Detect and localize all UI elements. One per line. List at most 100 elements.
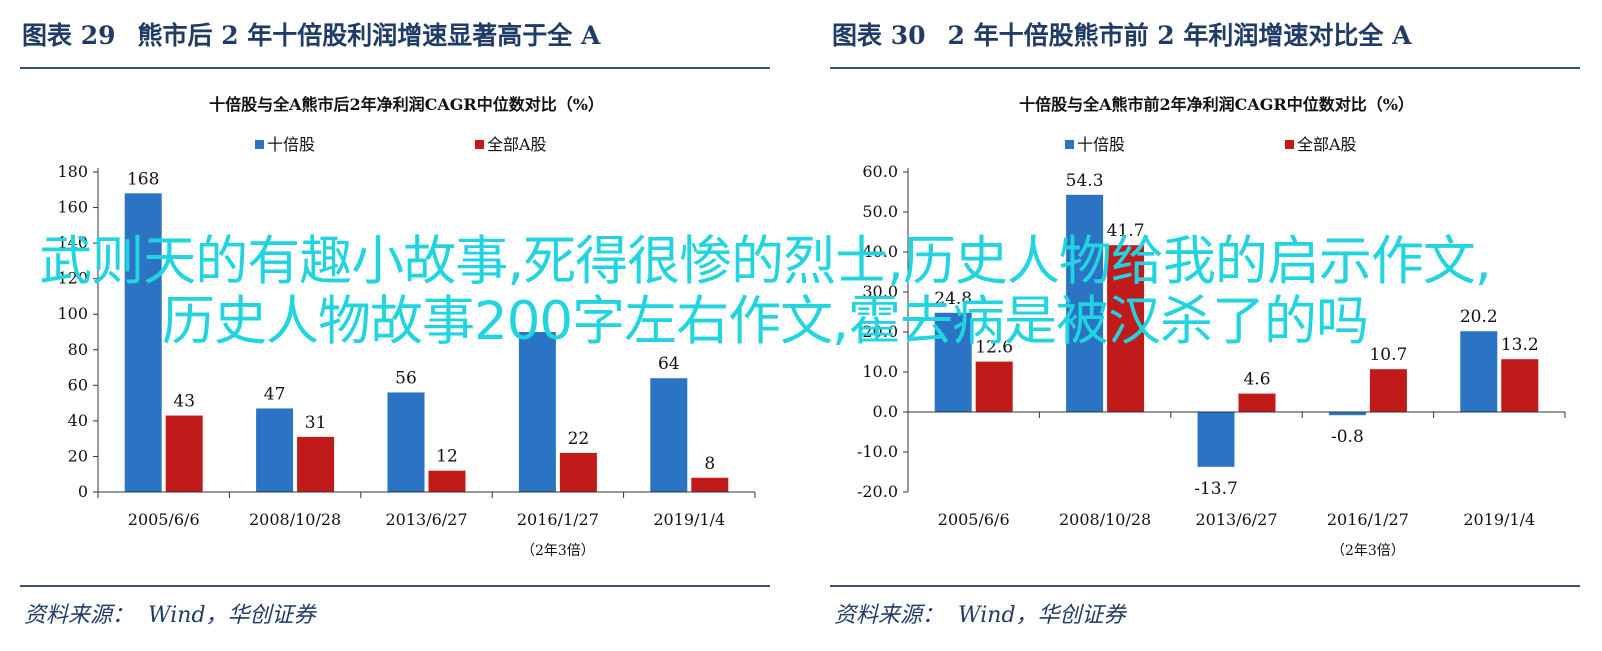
data-label: 41.7 xyxy=(1107,221,1145,241)
y-tick-label: 180 xyxy=(57,162,88,181)
data-label: 13.2 xyxy=(1501,335,1539,355)
source-label: 资料来源： xyxy=(834,603,945,628)
figure-title: 图表 30 2 年十倍股熊市前 2 年利润增速对比全 A xyxy=(832,16,1412,52)
data-label: 47 xyxy=(264,384,286,404)
legend-swatch-2 xyxy=(1285,140,1294,149)
y-tick-label: 0 xyxy=(78,482,88,501)
legend-label-1: 十倍股 xyxy=(1077,135,1125,154)
data-label: -0.8 xyxy=(1331,427,1364,447)
y-tick-label: 100 xyxy=(57,304,88,323)
x-tick-label: 2019/1/4 xyxy=(653,510,725,529)
y-tick-label: -20.0 xyxy=(857,482,898,501)
bar-chart-after-bear: 十倍股与全A熊市后2年净利润CAGR中位数对比（%） 十倍股 全部A股 0 20 40 60… xyxy=(57,95,756,559)
data-label: 22 xyxy=(568,429,590,449)
x-tick-label: 2005/6/6 xyxy=(128,510,200,529)
bar-all-a-5 xyxy=(691,477,729,492)
data-label: 20.2 xyxy=(1460,307,1498,327)
bar-tenbagger-4 xyxy=(518,332,556,492)
bar-tenbagger-2 xyxy=(1066,194,1104,412)
legend-swatch-2 xyxy=(475,140,484,149)
figure-caption: 熊市后 2 年十倍股利润增速显著高于全 A xyxy=(137,21,601,50)
bar-all-a-5 xyxy=(1501,359,1539,412)
data-label: 54.3 xyxy=(1066,171,1104,191)
x-note: （2年3倍） xyxy=(1331,543,1405,559)
bar-all-a-2 xyxy=(1107,245,1145,412)
top-rule xyxy=(830,67,1580,69)
figure-number: 图表 29 xyxy=(22,21,116,50)
y-tick-label: 40 xyxy=(68,411,88,430)
y-tick-label: 10.0 xyxy=(862,362,898,381)
figure-title: 图表 29 熊市后 2 年十倍股利润增速显著高于全 A xyxy=(22,16,600,52)
bar-all-a-1 xyxy=(975,361,1013,412)
data-label: 24.8 xyxy=(934,289,972,309)
bar-all-a-3 xyxy=(428,470,466,492)
source-value: Wind，华创证券 xyxy=(148,603,316,628)
figure-number: 图表 30 xyxy=(832,21,926,50)
data-label: 4.6 xyxy=(1243,370,1270,390)
x-tick-label: 2016/1/27 xyxy=(1327,510,1409,529)
data-label: 12.6 xyxy=(975,338,1013,358)
data-label: 56 xyxy=(395,368,417,388)
data-label: 12 xyxy=(436,447,458,467)
legend-label-2: 全部A股 xyxy=(1297,135,1357,154)
y-tick-label: 120 xyxy=(57,269,88,288)
bar-tenbagger-5 xyxy=(1460,331,1498,412)
bar-tenbagger-3 xyxy=(1197,412,1235,467)
source-value: Wind，华创证券 xyxy=(958,603,1126,628)
data-label: 10.7 xyxy=(1369,345,1407,365)
bar-all-a-3 xyxy=(1238,393,1276,412)
chart-title: 十倍股与全A熊市后2年净利润CAGR中位数对比（%） xyxy=(209,95,604,114)
bar-all-a-2 xyxy=(297,436,335,492)
bar-all-a-1 xyxy=(165,415,203,492)
legend-swatch-1 xyxy=(255,140,264,149)
data-label: 64 xyxy=(658,354,680,374)
chart-title: 十倍股与全A熊市前2年净利润CAGR中位数对比（%） xyxy=(1019,95,1414,114)
legend-label-2: 全部A股 xyxy=(487,135,547,154)
overlay-headline: 武则天的有趣小故事,死得很惨的烈士,历史人物给我的启示作文,历史人物故事200字… xyxy=(39,231,1492,352)
figure-30: 图表 30 2 年十倍股熊市前 2 年利润增速对比全 A 十倍股与全A熊市前2年净… xyxy=(810,0,1590,651)
bar-chart-before-bear: 十倍股与全A熊市前2年净利润CAGR中位数对比（%） 十倍股 全部A股 -20.0 -1… xyxy=(857,95,1566,559)
legend-label-1: 十倍股 xyxy=(267,135,315,154)
y-tick-label: -10.0 xyxy=(857,442,898,461)
bar-all-a-4 xyxy=(1369,369,1407,412)
x-tick-label: 2005/6/6 xyxy=(938,510,1010,529)
bar-all-a-4 xyxy=(559,452,597,492)
y-tick-label: 60.0 xyxy=(862,162,898,181)
bar-tenbagger-2 xyxy=(256,408,294,492)
y-tick-label: 160 xyxy=(57,198,88,217)
y-tick-label: 50.0 xyxy=(862,202,898,221)
data-label: 31 xyxy=(305,413,327,433)
bar-tenbagger-3 xyxy=(387,392,425,492)
bar-tenbagger-1 xyxy=(934,312,972,412)
x-note: （2年3倍） xyxy=(521,543,595,559)
source-label: 资料来源： xyxy=(24,603,135,628)
data-label: 8 xyxy=(704,454,715,474)
x-tick-label: 2016/1/27 xyxy=(517,510,599,529)
figure-29: 图表 29 熊市后 2 年十倍股利润增速显著高于全 A 十倍股与全A熊市后2年净利… xyxy=(0,0,780,651)
x-tick-label: 2013/6/27 xyxy=(1195,510,1277,529)
y-tick-label: 0.0 xyxy=(873,402,898,421)
y-tick-label: 40.0 xyxy=(862,242,898,261)
x-tick-label: 2008/10/28 xyxy=(1059,510,1151,529)
data-label: -13.7 xyxy=(1194,479,1238,499)
data-label: 168 xyxy=(127,169,159,189)
y-tick-label: 20.0 xyxy=(862,322,898,341)
source-note: 资料来源： Wind，华创证券 xyxy=(24,597,316,629)
y-tick-label: 20 xyxy=(68,446,88,465)
bar-tenbagger-4 xyxy=(1328,412,1366,416)
data-label: 43 xyxy=(173,392,195,412)
bottom-rule xyxy=(20,585,770,587)
legend-swatch-1 xyxy=(1065,140,1074,149)
y-tick-label: 30.0 xyxy=(862,282,898,301)
x-tick-label: 2008/10/28 xyxy=(249,510,341,529)
x-tick-label: 2019/1/4 xyxy=(1463,510,1535,529)
source-note: 资料来源： Wind，华创证券 xyxy=(834,597,1126,629)
y-tick-label: 140 xyxy=(57,233,88,252)
bar-tenbagger-1 xyxy=(124,193,162,492)
figure-caption: 2 年十倍股熊市前 2 年利润增速对比全 A xyxy=(947,21,1412,50)
bottom-rule xyxy=(830,585,1580,587)
bar-tenbagger-5 xyxy=(650,378,688,492)
x-tick-label: 2013/6/27 xyxy=(385,510,467,529)
y-tick-label: 60 xyxy=(68,375,88,394)
y-tick-label: 80 xyxy=(68,340,88,359)
